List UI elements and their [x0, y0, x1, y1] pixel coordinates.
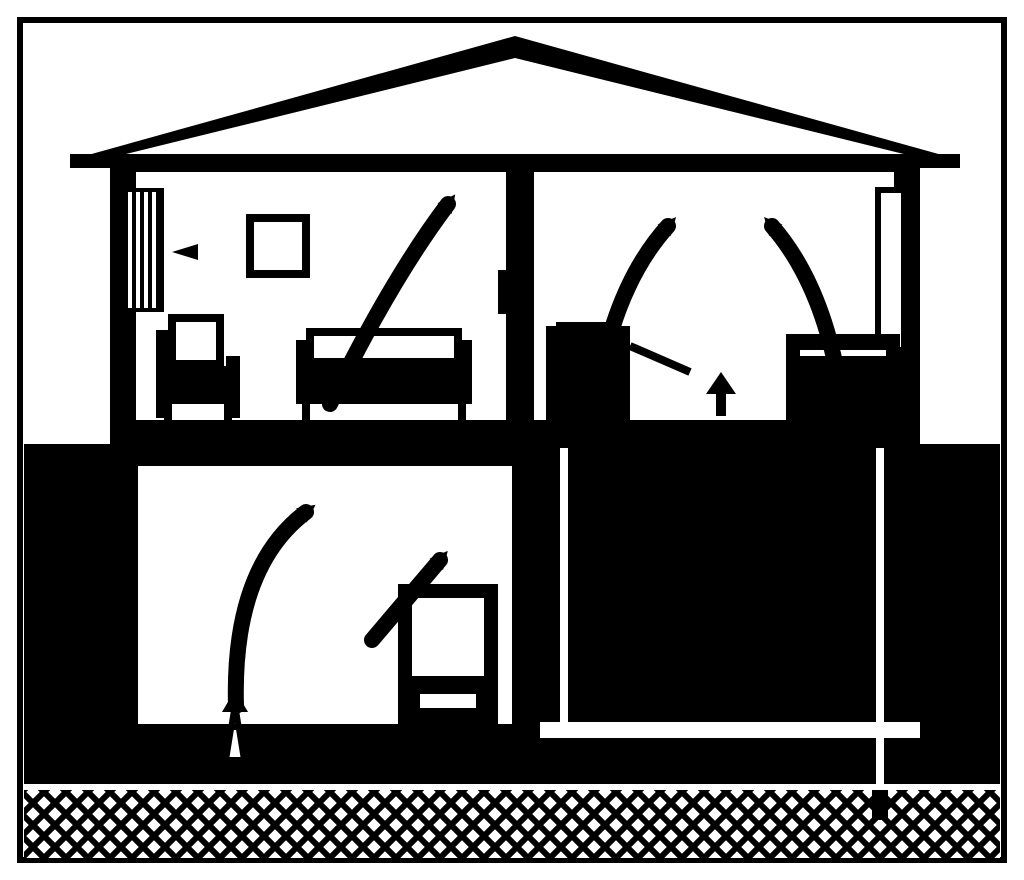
pipe-left	[560, 448, 568, 738]
house-airflow-diagram	[0, 0, 1024, 880]
small-up-arrow-icon	[706, 372, 736, 416]
furnace-icon	[398, 584, 498, 728]
ground-seam	[24, 784, 1000, 790]
arrow-right-left	[596, 226, 668, 402]
window-panel-icon	[878, 190, 904, 350]
stove-icon	[546, 322, 690, 420]
basement-floor-edge	[132, 724, 512, 730]
window-vent-icon	[126, 190, 162, 310]
pipe-right	[876, 448, 884, 784]
right-strip	[540, 722, 920, 738]
roof	[70, 36, 960, 168]
wall-fixture	[498, 270, 510, 314]
picture-frame-icon	[250, 218, 306, 274]
upper-left-room	[126, 190, 472, 420]
basement-wall-edge	[132, 466, 138, 728]
pipe-ground-notch	[872, 790, 888, 820]
armchair-icon	[156, 318, 240, 420]
ground-hatch	[24, 790, 1000, 858]
inflow-arrow-icon	[172, 244, 198, 260]
sofa-icon	[296, 332, 472, 420]
